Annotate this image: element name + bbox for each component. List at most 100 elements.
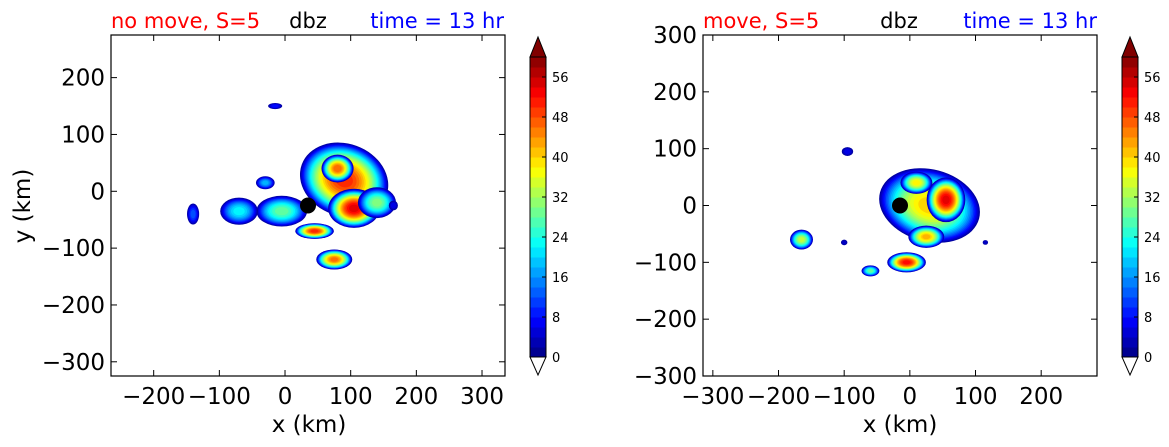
colorbar-swatch — [1122, 267, 1138, 278]
colorbar-swatch — [1122, 257, 1138, 268]
x-tick-label: 200 — [1019, 384, 1063, 410]
y-tick-label: −100 — [634, 250, 697, 276]
colorbar-swatch — [530, 97, 546, 108]
colorbar-swatch — [1122, 247, 1138, 258]
storm-cell — [220, 197, 258, 225]
colorbar-swatch — [530, 187, 546, 198]
panel2-center-marker — [892, 197, 908, 214]
colorbar-extend-min — [529, 356, 547, 377]
colorbar-swatch — [1122, 147, 1138, 158]
y-tick-label: 0 — [682, 194, 697, 220]
colorbar-swatch — [1122, 217, 1138, 228]
colorbar-swatch — [530, 327, 546, 338]
colorbar-swatch — [1122, 207, 1138, 218]
colorbar-swatch — [530, 297, 546, 308]
colorbar-swatch — [1122, 67, 1138, 78]
colorbar-swatch — [530, 217, 546, 228]
panel1-colorbar: 0 8 16 24 32 40 48 56 — [529, 35, 569, 377]
colorbar-swatch — [1122, 117, 1138, 128]
panel1-x-label: x (km) — [272, 412, 347, 438]
colorbar-tick-label: 48 — [1144, 111, 1161, 126]
colorbar-swatch — [530, 147, 546, 158]
colorbar-swatch — [530, 177, 546, 188]
colorbar-swatch — [1122, 177, 1138, 188]
colorbar-extend-max — [1121, 35, 1139, 58]
colorbar-tick-label: 16 — [1144, 271, 1161, 286]
y-tick-label: 0 — [90, 179, 105, 205]
panel2-title-center: dbz — [880, 9, 918, 33]
colorbar-swatch — [530, 127, 546, 138]
colorbar-swatch — [530, 107, 546, 118]
storm-cell — [321, 154, 354, 183]
colorbar-extend-min — [1121, 356, 1139, 377]
storm-cell — [841, 147, 854, 156]
colorbar-frame — [1121, 56, 1139, 358]
panel1-x-axis: −200 −100 0 100 200 300 — [122, 35, 504, 410]
colorbar-tick-label: 0 — [552, 351, 560, 366]
colorbar-swatch — [530, 77, 546, 88]
storm-cell — [357, 187, 397, 219]
colorbar-swatch — [1122, 307, 1138, 318]
storm-cell — [268, 102, 283, 110]
colorbar-tick-label: 24 — [552, 231, 569, 246]
colorbar-swatch — [530, 57, 546, 68]
colorbar-swatch — [1122, 227, 1138, 238]
x-tick-label: 100 — [954, 384, 998, 410]
y-tick-label: −300 — [42, 350, 105, 376]
storm-cell — [982, 240, 989, 245]
x-tick-label: 200 — [394, 384, 438, 410]
storm-cell — [926, 177, 966, 223]
colorbar-swatch — [1122, 297, 1138, 308]
x-tick-label: 0 — [278, 384, 293, 410]
colorbar-swatch — [530, 257, 546, 268]
panel1-plot-frame — [110, 34, 506, 377]
y-tick-label: −200 — [634, 307, 697, 333]
colorbar-swatch — [530, 137, 546, 148]
storm-cell — [388, 200, 398, 211]
storm-cell — [256, 195, 308, 227]
x-tick-label: −100 — [188, 384, 251, 410]
y-tick-label: 300 — [653, 23, 697, 49]
panel-move: move, S=5 dbz time = 13 hr −300 −200 −100 0… — [634, 9, 1161, 438]
colorbar-swatch — [1122, 347, 1138, 358]
colorbar-tick-label: 48 — [552, 111, 569, 126]
panel1-dbz-field — [187, 102, 398, 270]
panel2-y-axis: 300 200 100 0 −100 −200 −300 — [634, 23, 1097, 390]
y-tick-label: −100 — [42, 236, 105, 262]
colorbar-swatch — [530, 237, 546, 248]
colorbar-swatch — [530, 317, 546, 328]
colorbar-swatch — [1122, 327, 1138, 338]
colorbar-swatch — [1122, 57, 1138, 68]
colorbar-tick-label: 0 — [1144, 351, 1152, 366]
colorbar-swatch — [1122, 237, 1138, 248]
colorbar-swatch — [530, 207, 546, 218]
colorbar-swatch — [530, 227, 546, 238]
panel1-title-right: time = 13 hr — [370, 9, 504, 33]
y-tick-label: −200 — [42, 293, 105, 319]
panel2-title-left: move, S=5 — [703, 9, 819, 33]
colorbar-swatch — [1122, 77, 1138, 88]
colorbar-swatch — [1122, 127, 1138, 138]
colorbar-swatch — [1122, 167, 1138, 178]
x-tick-label: 0 — [903, 384, 918, 410]
colorbar-swatch — [1122, 287, 1138, 298]
colorbar-tick-label: 32 — [552, 191, 569, 206]
storm-cell — [908, 225, 945, 248]
colorbar-swatch — [1122, 187, 1138, 198]
panel2-x-axis: −300 −200 −100 0 100 200 — [681, 35, 1063, 410]
colorbar-swatch — [530, 197, 546, 208]
colorbar-swatch — [530, 337, 546, 348]
storm-cell — [295, 223, 334, 239]
colorbar-swatch — [1122, 87, 1138, 98]
colorbar-tick-label: 24 — [1144, 231, 1161, 246]
colorbar-frame — [529, 56, 547, 358]
colorbar-extend-max — [529, 35, 547, 58]
colorbar-swatch — [530, 287, 546, 298]
colorbar-swatch — [1122, 317, 1138, 328]
panel2-title-right: time = 13 hr — [963, 9, 1097, 33]
colorbar-swatch — [1122, 157, 1138, 168]
x-tick-label: −300 — [681, 384, 744, 410]
storm-cell — [887, 252, 926, 273]
colorbar-swatch — [530, 67, 546, 78]
